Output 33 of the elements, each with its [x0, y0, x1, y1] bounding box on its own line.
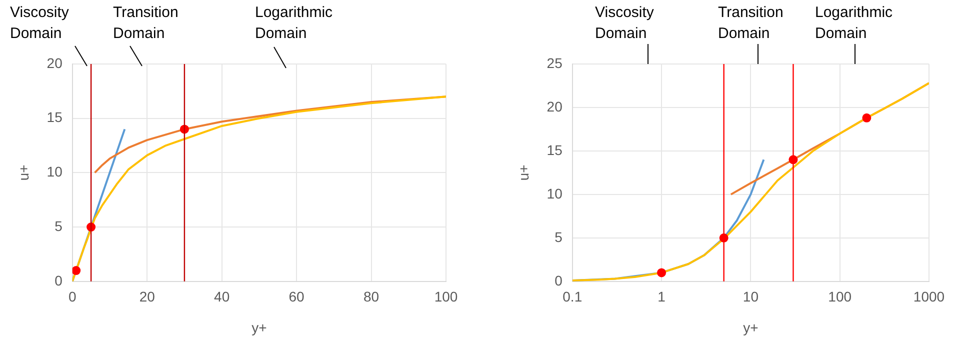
x-tick-label: 0.1 — [562, 288, 582, 305]
x-tick-label: 1000 — [913, 288, 945, 305]
text: Viscosity Domain — [10, 3, 69, 44]
x-axis-title: y+ — [252, 319, 267, 336]
text: Logarithmic Domain — [255, 3, 333, 44]
y-tick-label: 15 — [546, 142, 563, 158]
y-tick-label: 0 — [554, 272, 563, 288]
y-tick-label: 10 — [546, 185, 563, 202]
y-tick-label: 20 — [46, 54, 63, 71]
x-tick-label: 60 — [288, 288, 305, 305]
text: Transition Domain — [718, 3, 784, 44]
y-tick-label: 25 — [546, 54, 563, 71]
y-axis-title: u+ — [15, 164, 32, 181]
x-tick-label: 100 — [434, 288, 458, 305]
x-tick-label: 10 — [742, 288, 759, 305]
x-tick-label: 100 — [828, 288, 852, 305]
y-tick-label: 20 — [546, 98, 563, 114]
x-tick-label: 20 — [139, 288, 156, 305]
y-tick-label: 5 — [54, 218, 63, 234]
text: Viscosity Domain — [595, 3, 654, 44]
y-axis-title: u+ — [515, 164, 532, 181]
text: Transition Domain — [113, 3, 178, 44]
x-tick-label: 40 — [214, 288, 230, 305]
x-tick-label: 0 — [68, 288, 76, 305]
y-tick-label: 10 — [46, 164, 63, 180]
x-tick-label: 1 — [658, 288, 666, 305]
y-tick-label: 5 — [554, 228, 563, 245]
y-tick-label: 15 — [46, 109, 63, 126]
text: Logarithmic Domain — [815, 3, 893, 44]
x-axis-title: y+ — [743, 319, 758, 336]
y-tick-label: 0 — [54, 272, 63, 288]
point — [72, 266, 81, 276]
x-tick-label: 80 — [363, 288, 380, 305]
